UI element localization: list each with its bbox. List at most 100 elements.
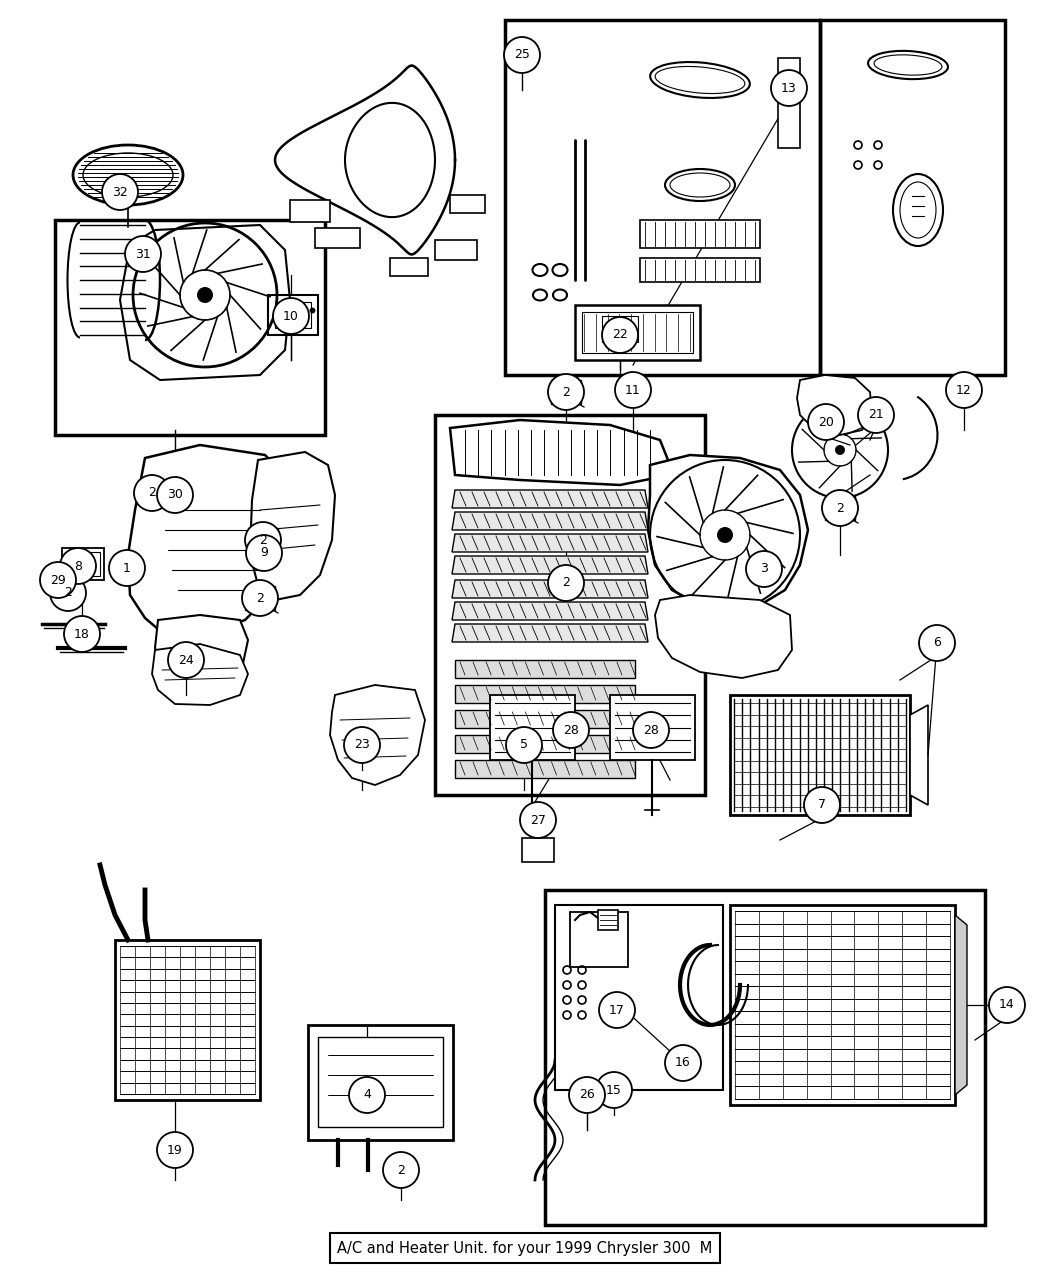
Text: 3: 3 (760, 562, 768, 575)
Bar (315, 228, 360, 249)
Text: 18: 18 (75, 627, 90, 640)
Text: 24: 24 (178, 654, 194, 667)
Circle shape (822, 490, 858, 527)
Text: 6: 6 (933, 636, 941, 649)
Polygon shape (455, 685, 635, 703)
Polygon shape (648, 455, 808, 609)
Polygon shape (797, 375, 872, 435)
Polygon shape (452, 623, 648, 643)
Polygon shape (452, 490, 648, 507)
Text: 29: 29 (50, 574, 66, 586)
Bar (602, 316, 638, 342)
Text: 22: 22 (612, 329, 628, 342)
Text: 26: 26 (580, 1089, 595, 1102)
Bar (268, 295, 318, 335)
Text: 11: 11 (625, 384, 640, 397)
Text: 14: 14 (1000, 998, 1015, 1011)
Circle shape (109, 550, 145, 586)
Text: 27: 27 (530, 813, 546, 826)
Polygon shape (455, 710, 635, 728)
Polygon shape (910, 705, 928, 805)
Bar (290, 200, 330, 222)
Circle shape (919, 625, 956, 660)
Circle shape (246, 536, 282, 571)
Bar (570, 912, 628, 966)
Circle shape (197, 287, 213, 303)
Bar (545, 890, 985, 1225)
Polygon shape (452, 602, 648, 620)
Circle shape (273, 298, 309, 334)
Circle shape (168, 643, 204, 678)
Bar (435, 240, 477, 260)
Circle shape (548, 374, 584, 411)
Polygon shape (455, 660, 635, 678)
Text: 5: 5 (520, 738, 528, 751)
Circle shape (633, 711, 669, 748)
Circle shape (804, 787, 840, 822)
Circle shape (242, 580, 278, 616)
Text: 13: 13 (781, 82, 797, 94)
Text: 30: 30 (167, 488, 183, 501)
Text: 2: 2 (148, 487, 156, 500)
Bar (505, 20, 820, 375)
Circle shape (504, 37, 540, 73)
Text: 16: 16 (675, 1057, 691, 1070)
Bar (55, 221, 326, 435)
Polygon shape (128, 445, 295, 635)
Text: 2: 2 (259, 533, 267, 547)
Text: 28: 28 (563, 723, 579, 737)
Circle shape (349, 1077, 385, 1113)
Bar (308, 1025, 453, 1140)
Text: 2: 2 (562, 385, 570, 399)
Text: 19: 19 (167, 1144, 183, 1156)
Polygon shape (455, 734, 635, 754)
Circle shape (245, 521, 281, 558)
Text: 28: 28 (643, 723, 659, 737)
Text: 2: 2 (836, 501, 844, 515)
Polygon shape (610, 695, 695, 760)
Polygon shape (582, 312, 693, 353)
Polygon shape (452, 556, 648, 574)
Circle shape (50, 575, 86, 611)
Circle shape (989, 987, 1025, 1023)
Text: 17: 17 (609, 1003, 625, 1016)
Circle shape (158, 1132, 193, 1168)
Circle shape (125, 236, 161, 272)
Circle shape (946, 372, 982, 408)
Bar (248, 528, 278, 552)
Polygon shape (330, 685, 425, 785)
Bar (555, 905, 723, 1090)
Text: 9: 9 (260, 547, 268, 560)
Bar (62, 548, 104, 580)
Circle shape (858, 397, 894, 434)
Bar (730, 905, 956, 1105)
Text: A/C and Heater Unit. for your 1999 Chrysler 300  M: A/C and Heater Unit. for your 1999 Chrys… (337, 1241, 713, 1256)
Circle shape (602, 317, 638, 353)
Text: 31: 31 (135, 247, 151, 260)
Polygon shape (155, 615, 248, 680)
Bar (596, 310, 644, 348)
Bar (450, 195, 485, 213)
Text: 2: 2 (397, 1164, 405, 1177)
Text: 20: 20 (818, 416, 834, 428)
Text: 2: 2 (256, 592, 264, 604)
Polygon shape (640, 221, 760, 249)
Circle shape (60, 548, 96, 584)
Circle shape (746, 551, 782, 586)
Bar (116, 940, 260, 1100)
Bar (730, 695, 910, 815)
Circle shape (64, 616, 100, 652)
Text: 7: 7 (818, 798, 826, 811)
Circle shape (102, 173, 138, 210)
Circle shape (134, 476, 170, 511)
Circle shape (596, 1072, 632, 1108)
Text: 2: 2 (562, 576, 570, 589)
Bar (275, 302, 311, 328)
Circle shape (771, 70, 807, 106)
Bar (820, 20, 1005, 375)
Bar (825, 496, 855, 520)
Circle shape (158, 477, 193, 513)
Bar (318, 1037, 443, 1127)
Bar (551, 571, 581, 595)
Polygon shape (522, 838, 554, 862)
